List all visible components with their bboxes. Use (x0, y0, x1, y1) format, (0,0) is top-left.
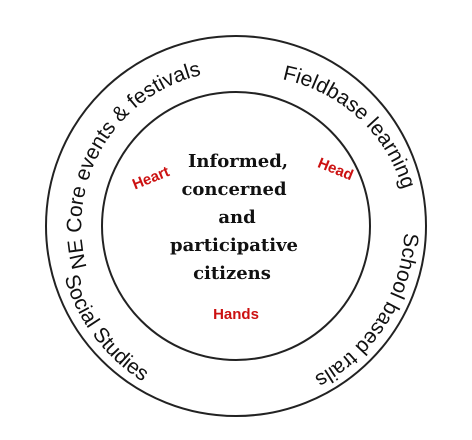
ring-label-social-studies: Social Studies (60, 272, 153, 386)
outer-ring (45, 35, 427, 417)
heart-label: Heart (130, 163, 172, 193)
hands-label: Hands (213, 306, 259, 323)
ring-label-social-studies-path: Social Studies (60, 272, 153, 386)
center-line-3: and (218, 207, 256, 228)
center-line-1: Informed, (188, 151, 288, 172)
head-label: Head (315, 155, 355, 185)
center-line-4: participative (170, 235, 298, 256)
center-line-2: concerned (181, 179, 286, 200)
inner-ring (101, 91, 371, 361)
center-line-5: citizens (193, 263, 271, 284)
